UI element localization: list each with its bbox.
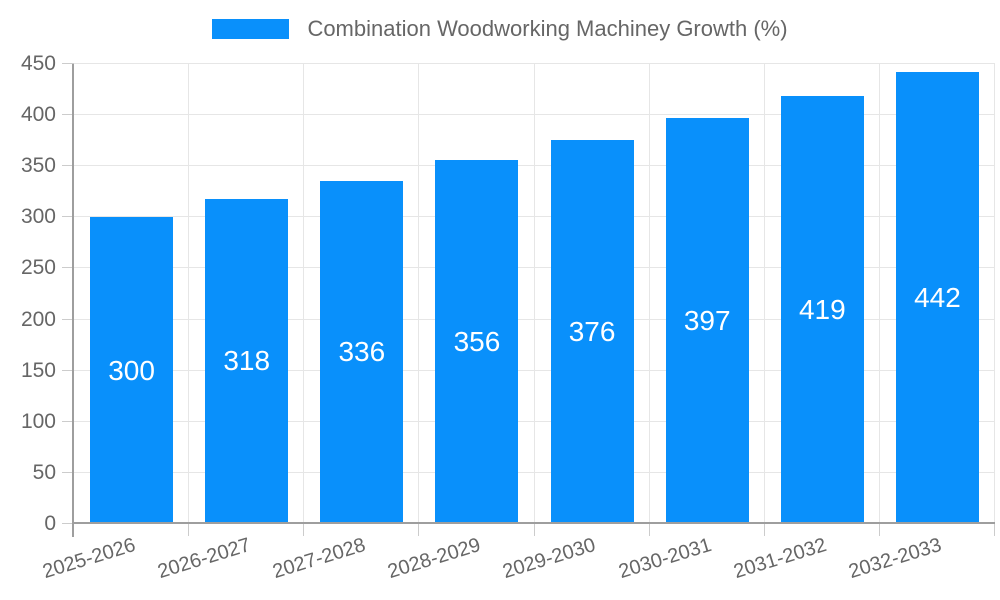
legend-swatch-icon[interactable] [212, 19, 290, 39]
x-gridline [533, 64, 535, 524]
x-gridline [303, 64, 305, 524]
y-gridline [74, 267, 995, 269]
x-axis-tick-label: 2030-2031 [615, 534, 714, 584]
y-axis-tick-label: 150 [20, 358, 56, 382]
x-axis-tick-label: 2031-2032 [730, 534, 829, 584]
y-gridline [74, 63, 995, 64]
bar-value-label: 376 [568, 315, 616, 347]
bar[interactable] [320, 180, 404, 522]
y-tick-mark [62, 318, 74, 320]
x-axis-tick-label: 2026-2027 [155, 534, 254, 584]
x-axis-tick-label: 2025-2026 [40, 534, 138, 584]
bar-value-label: 442 [914, 282, 961, 314]
x-tick-mark [648, 524, 650, 536]
bar[interactable] [780, 95, 864, 522]
y-axis-tick-label: 50 [32, 460, 56, 484]
bar[interactable] [550, 139, 634, 522]
y-tick-mark [62, 471, 74, 473]
y-tick-mark [62, 165, 74, 167]
x-gridline [763, 64, 765, 524]
y-gridline [74, 471, 995, 473]
x-tick-mark [763, 524, 765, 536]
y-gridline [74, 369, 995, 371]
bar[interactable] [665, 118, 749, 522]
y-axis-tick-label: 100 [20, 409, 56, 433]
bar-value-label: 318 [223, 345, 271, 377]
y-axis-line [72, 64, 74, 537]
y-axis-tick-label: 400 [20, 103, 56, 127]
x-tick-mark [533, 524, 535, 536]
y-tick-mark [62, 369, 74, 371]
y-axis-tick-label: 250 [20, 256, 56, 280]
bar[interactable] [435, 160, 519, 522]
legend: Combination Woodworking Machiney Growth … [0, 16, 1000, 42]
x-gridline [994, 64, 995, 524]
bar-value-label: 356 [453, 326, 501, 358]
y-axis-tick-label: 0 [44, 512, 56, 535]
legend-item[interactable]: Combination Woodworking Machiney Growth … [212, 16, 788, 42]
y-axis-tick-label: 350 [20, 154, 56, 178]
y-tick-mark [62, 267, 74, 269]
x-axis-line [74, 522, 995, 524]
y-axis-tick-label: 200 [20, 307, 56, 331]
y-gridline [74, 216, 995, 218]
y-gridline [74, 165, 995, 167]
x-tick-mark [994, 524, 995, 536]
x-tick-mark [418, 524, 420, 536]
bar[interactable] [895, 72, 979, 522]
x-axis-tick-label: 2028-2029 [385, 534, 484, 584]
x-tick-mark [303, 524, 305, 536]
x-axis-tick-label: 2027-2028 [270, 534, 369, 584]
legend-label[interactable]: Combination Woodworking Machiney Growth … [307, 16, 788, 41]
x-tick-mark [878, 524, 880, 536]
y-tick-mark [62, 420, 74, 422]
y-tick-mark [62, 114, 74, 116]
y-tick-mark [62, 216, 74, 218]
x-gridline [418, 64, 420, 524]
bar-value-label: 300 [108, 354, 155, 386]
y-axis-tick-label: 300 [20, 205, 56, 229]
x-axis-tick-label: 2029-2030 [500, 534, 599, 584]
x-gridline [878, 64, 880, 524]
x-axis-tick-label: 2032-2033 [845, 534, 944, 584]
x-tick-mark [188, 524, 190, 536]
bar[interactable] [205, 198, 289, 522]
y-axis-tick-label: 450 [20, 52, 56, 75]
y-tick-mark [62, 63, 74, 64]
y-gridline [74, 420, 995, 422]
bar-value-label: 336 [338, 336, 386, 368]
bar-value-label: 397 [683, 305, 731, 337]
x-gridline [188, 64, 190, 524]
y-gridline [74, 318, 995, 320]
bar[interactable] [90, 217, 174, 522]
x-gridline [648, 64, 650, 524]
y-tick-mark [62, 523, 74, 524]
bar-value-label: 419 [798, 293, 846, 325]
y-gridline [74, 114, 995, 116]
